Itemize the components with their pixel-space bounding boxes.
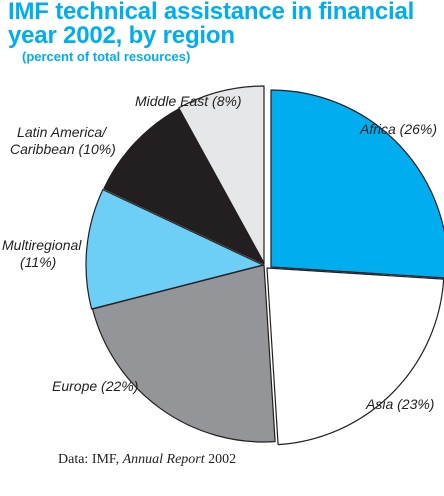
data-source-italic: Annual Report [122,452,205,467]
slice-label-asia: Asia (23%) [366,396,435,412]
slice-label-latin-america-line-1: Latin America/ [17,124,106,140]
slice-label-middle-east: Middle East (8%) [135,93,242,109]
data-source: Data: IMF, Annual Report 2002 [58,452,236,468]
pie-slice-multiregional [85,189,264,310]
pie-slice-asia [266,267,444,446]
data-source-suffix: 2002 [204,452,237,467]
slice-label-multiregional-line-2: (11%) [20,254,57,270]
chart-subtitle: (percent of total resources) [22,49,191,64]
pie-slice-africa [270,89,444,279]
chart-title-line-1: IMF technical assistance in financial [8,0,415,25]
data-source-prefix: Data: IMF, [58,452,123,467]
slice-label-africa: Africa (26%) [360,121,438,137]
slice-label-multiregional: Multiregional (11%) [2,237,81,271]
slice-label-multiregional-line-1: Multiregional [2,237,82,253]
slice-label-latin-america: Latin America/ Caribbean (10%) [10,124,116,158]
pie-slice-europe [91,264,276,443]
chart-title: IMF technical assistance in financial ye… [8,0,444,48]
slice-label-europe: Europe (22%) [52,378,139,394]
pie-slice-middle-east [178,85,265,264]
pie-slice-latin-america-caribbean [103,108,265,265]
slice-label-latin-america-line-2: Caribbean (10%) [10,141,116,157]
chart-title-line-2: year 2002, by region [8,22,235,49]
